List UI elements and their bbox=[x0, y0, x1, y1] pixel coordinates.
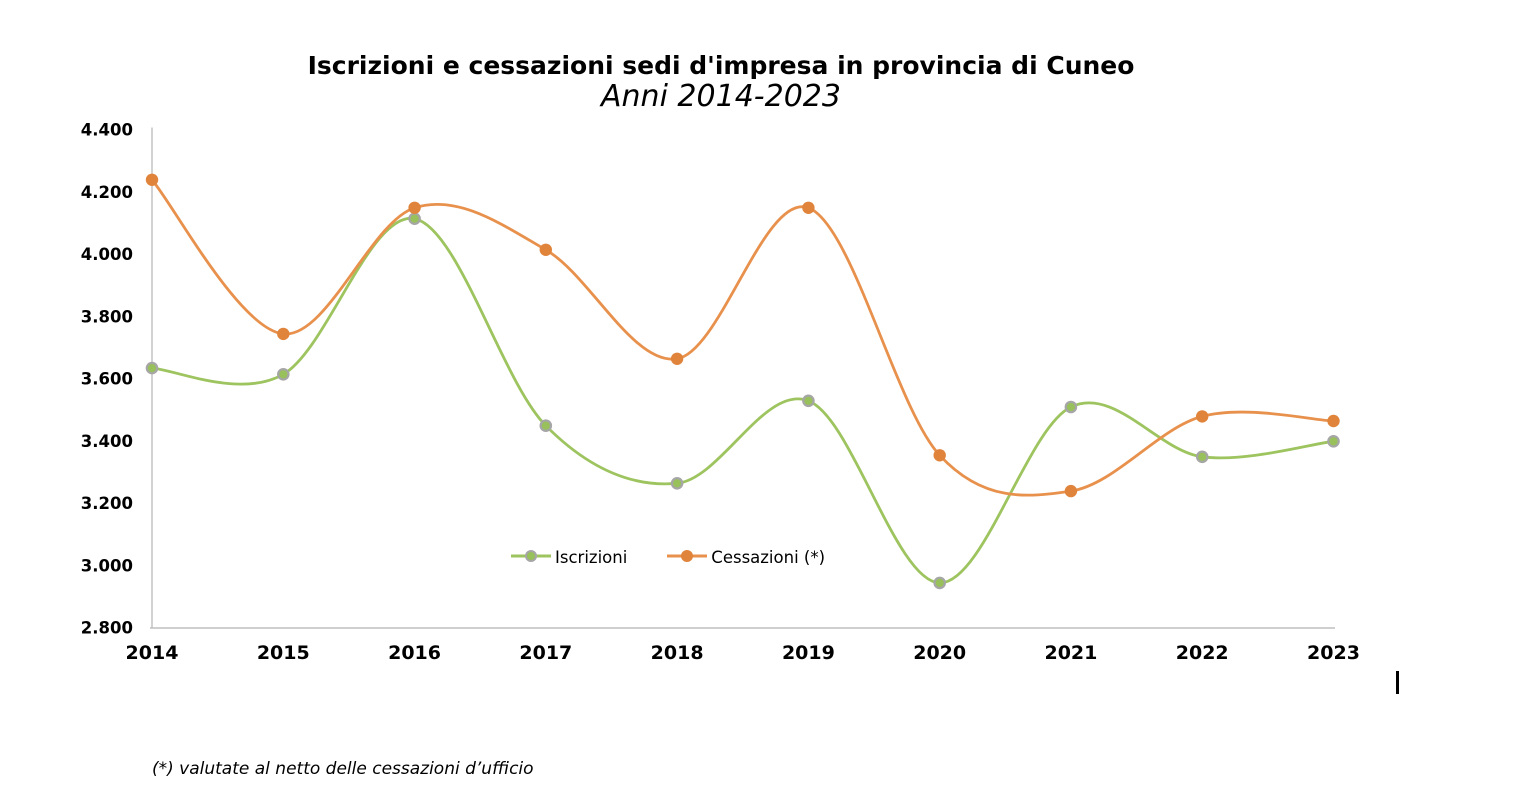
data-point-iscrizioni-2020 bbox=[933, 576, 946, 590]
x-tick-label-2020: 2020 bbox=[913, 642, 966, 664]
y-tick-label-3800: 3.800 bbox=[81, 307, 133, 326]
text-cursor bbox=[1396, 671, 1399, 694]
chart-legend: Iscrizioni Cessazioni (*) bbox=[509, 548, 825, 568]
data-point-iscrizioni-2015 bbox=[276, 367, 290, 381]
data-point-iscrizioni-2023 bbox=[1327, 434, 1340, 448]
data-point-cessazioni-2017 bbox=[539, 243, 552, 256]
x-tick-label-2018: 2018 bbox=[651, 642, 704, 664]
y-tick-label-4200: 4.200 bbox=[81, 183, 133, 202]
data-point-cessazioni-2021 bbox=[1064, 484, 1078, 498]
data-point-iscrizioni-2016 bbox=[408, 212, 421, 225]
data-point-cessazioni-2023 bbox=[1327, 414, 1340, 428]
data-point-iscrizioni-2021 bbox=[1064, 400, 1078, 414]
x-tick-label-2014: 2014 bbox=[126, 642, 179, 664]
series-line-cessazioni bbox=[150, 178, 1335, 497]
y-tick-label-2800: 2.800 bbox=[81, 619, 133, 638]
x-tick-label-2021: 2021 bbox=[1044, 642, 1097, 664]
data-point-cessazioni-2020 bbox=[933, 449, 946, 462]
legend-label-cessazioni: Cessazioni (*) bbox=[711, 548, 826, 567]
chart-title: Iscrizioni e cessazioni sedi d'impresa i… bbox=[307, 51, 1135, 80]
data-point-iscrizioni-2018 bbox=[670, 476, 684, 490]
data-point-iscrizioni-2019 bbox=[802, 394, 815, 408]
y-tick-label-4400: 4.400 bbox=[81, 121, 133, 140]
legend-item-iscrizioni: Iscrizioni bbox=[509, 548, 627, 568]
chart-subtitle: Anni 2014-2023 bbox=[601, 79, 841, 114]
data-point-iscrizioni-2014 bbox=[145, 361, 159, 375]
y-tick-label-4000: 4.000 bbox=[81, 245, 133, 264]
legend-marker-cessazioni-icon bbox=[665, 548, 709, 568]
data-point-cessazioni-2022 bbox=[1196, 410, 1209, 423]
data-point-cessazioni-2018 bbox=[670, 352, 684, 365]
legend-label-iscrizioni: Iscrizioni bbox=[555, 548, 628, 567]
data-point-cessazioni-2019 bbox=[802, 201, 815, 214]
y-tick-label-3000: 3.000 bbox=[81, 556, 133, 575]
x-tick-label-2023: 2023 bbox=[1307, 642, 1360, 664]
data-point-cessazioni-2016 bbox=[408, 201, 421, 214]
y-tick-label-3400: 3.400 bbox=[81, 432, 133, 451]
series-line-iscrizioni bbox=[150, 217, 1335, 585]
data-point-iscrizioni-2017 bbox=[539, 419, 553, 432]
x-tick-label-2017: 2017 bbox=[519, 642, 572, 664]
data-point-iscrizioni-2022 bbox=[1195, 450, 1209, 464]
x-tick-label-2022: 2022 bbox=[1176, 642, 1229, 664]
data-point-cessazioni-2015 bbox=[277, 327, 290, 341]
x-tick-label-2015: 2015 bbox=[257, 642, 310, 664]
data-point-cessazioni-2014 bbox=[145, 173, 159, 186]
legend-marker-iscrizioni-icon bbox=[509, 548, 553, 568]
x-tick-label-2016: 2016 bbox=[388, 642, 441, 664]
legend-item-cessazioni: Cessazioni (*) bbox=[665, 548, 825, 568]
x-tick-label-2019: 2019 bbox=[782, 642, 835, 664]
y-tick-label-3600: 3.600 bbox=[81, 370, 133, 389]
y-tick-label-3200: 3.200 bbox=[81, 494, 133, 513]
chart-footnote: (*) valutate al netto delle cessazioni d… bbox=[152, 759, 534, 779]
